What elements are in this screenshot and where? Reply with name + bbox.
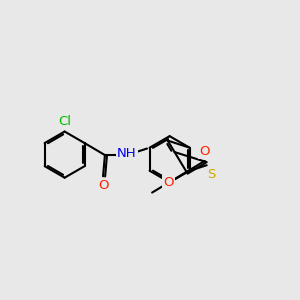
Text: NH: NH — [117, 147, 136, 160]
Text: S: S — [207, 168, 216, 181]
Text: O: O — [98, 179, 108, 192]
Text: Cl: Cl — [58, 115, 71, 128]
Text: O: O — [163, 176, 174, 189]
Text: O: O — [200, 145, 210, 158]
